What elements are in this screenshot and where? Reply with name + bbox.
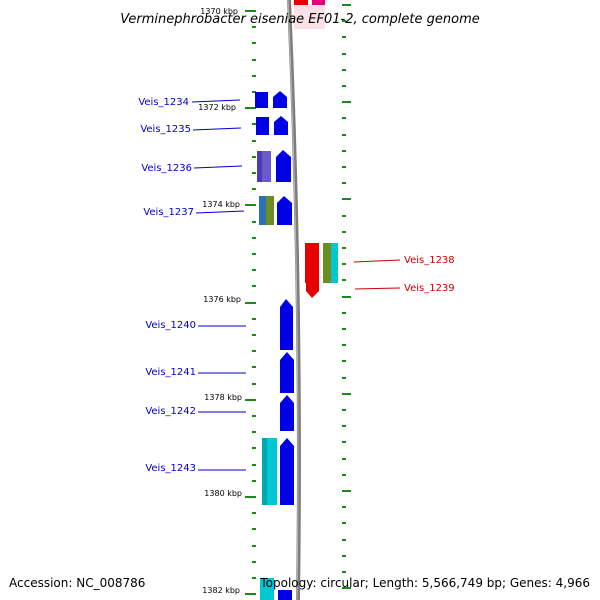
leader-veis-1235 [192, 127, 242, 131]
feature-arrow-veis-1234[interactable] [273, 91, 287, 108]
gene-label-veis-1234[interactable]: Veis_1234 [138, 97, 189, 108]
gene-label-veis-1241[interactable]: Veis_1241 [145, 367, 196, 378]
feature-box-veis-1237-b[interactable] [266, 196, 274, 225]
gene-label-veis-1239[interactable]: Veis_1239 [404, 283, 455, 294]
feature-block-red-top [294, 0, 308, 5]
scale-label-1370: 1370 kbp [200, 7, 238, 16]
scale-label-1382: 1382 kbp [202, 586, 240, 595]
scale-label-1376: 1376 kbp [203, 295, 241, 304]
leader-veis-1237 [195, 210, 245, 214]
feature-box-veis-1237-a[interactable] [259, 196, 266, 225]
scale-label-1372: 1372 kbp [198, 103, 236, 112]
feature-fade-pink-top [294, 5, 325, 29]
feature-block-magenta-top [312, 0, 325, 5]
feature-block-veis-1238-cyan[interactable] [331, 243, 338, 283]
gene-label-veis-1243[interactable]: Veis_1243 [145, 463, 196, 474]
topology-text: Topology: circular; Length: 5,566,749 bp… [259, 576, 590, 590]
gene-label-veis-1242[interactable]: Veis_1242 [145, 406, 196, 417]
feature-arrow-veis-1236[interactable] [276, 150, 291, 182]
scale-label-1380: 1380 kbp [204, 489, 242, 498]
feature-arrow-veis-1242[interactable] [280, 395, 294, 431]
feature-block-veis-1238-red[interactable] [305, 243, 319, 283]
feature-arrow-veis-1240[interactable] [280, 299, 293, 350]
leader-veis-1238 [353, 259, 401, 263]
tick-column-right [342, 4, 351, 589]
feature-arrow-veis-1237[interactable] [277, 196, 292, 225]
scale-labels: 1370 kbp 1372 kbp 1374 kbp 1376 kbp 1378… [198, 7, 242, 595]
feature-arrow-veis-1239[interactable] [306, 283, 319, 298]
gene-label-veis-1240[interactable]: Veis_1240 [145, 320, 196, 331]
scale-label-1378: 1378 kbp [204, 393, 242, 402]
feature-box-veis-1243-shade [262, 438, 267, 505]
reverse-features [305, 243, 338, 298]
feature-arrow-veis-1243[interactable] [280, 438, 294, 505]
feature-arrow-veis-1241[interactable] [280, 352, 294, 393]
accession-text: Accession: NC_008786 [9, 576, 145, 590]
gene-labels: Veis_1234 Veis_1235 Veis_1236 Veis_1237 … [138, 97, 454, 474]
gene-label-veis-1238[interactable]: Veis_1238 [404, 255, 455, 266]
leader-veis-1239 [354, 287, 401, 290]
tick-column-left [245, 10, 256, 595]
feature-partial-bottom-blue [278, 590, 292, 600]
feature-box-veis-1235[interactable] [256, 117, 269, 135]
feature-box-veis-1234[interactable] [255, 92, 268, 108]
scale-label-1374: 1374 kbp [202, 200, 240, 209]
gene-label-veis-1236[interactable]: Veis_1236 [141, 163, 192, 174]
genome-backbone [287, 0, 301, 600]
feature-partial-bottom-cyan [260, 578, 274, 600]
feature-box-veis-1236-shade [257, 151, 262, 182]
leader-veis-1234 [191, 99, 241, 103]
feature-block-veis-1238-olive[interactable] [323, 243, 331, 283]
genome-title: Verminephrobacter eiseniae EF01-2, compl… [120, 12, 479, 27]
gene-label-veis-1235[interactable]: Veis_1235 [140, 124, 191, 135]
gene-label-veis-1237[interactable]: Veis_1237 [143, 207, 194, 218]
genome-backbone-highlight [287, 0, 299, 600]
top-partial-features [294, 0, 325, 29]
feature-arrow-veis-1235[interactable] [274, 116, 288, 135]
forward-features [255, 91, 294, 600]
leader-veis-1236 [193, 165, 243, 169]
